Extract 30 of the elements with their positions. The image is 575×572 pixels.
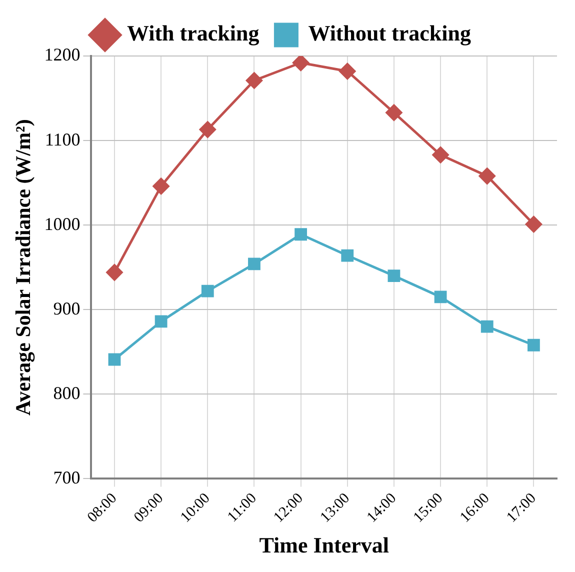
point	[339, 62, 356, 80]
point	[528, 338, 540, 352]
point	[480, 320, 494, 333]
y-axis-title: Average Solar Irradiance (W/m²)	[11, 119, 36, 416]
point	[388, 270, 400, 282]
point	[525, 216, 542, 232]
point	[434, 290, 447, 304]
y-tick-label: 900	[53, 298, 80, 318]
point	[201, 284, 214, 298]
point	[108, 353, 121, 366]
point	[292, 56, 310, 72]
point	[199, 121, 216, 138]
y-tick-label: 700	[53, 467, 80, 488]
y-tick-label: 1000	[44, 214, 80, 234]
point	[106, 264, 123, 281]
point	[294, 228, 308, 241]
point	[246, 72, 262, 89]
legend-label: Without tracking	[308, 20, 471, 46]
y-tick-label: 1100	[44, 129, 80, 150]
y-tick-label: 800	[53, 382, 80, 403]
point	[341, 249, 354, 262]
point	[154, 315, 168, 328]
point	[248, 258, 260, 270]
point	[432, 146, 449, 164]
y-tick-label: 1200	[44, 44, 80, 65]
point	[386, 104, 402, 121]
point	[152, 178, 170, 194]
point	[478, 168, 496, 184]
legend-label: With tracking	[127, 20, 260, 46]
x-axis-title: Time Interval	[259, 532, 389, 558]
